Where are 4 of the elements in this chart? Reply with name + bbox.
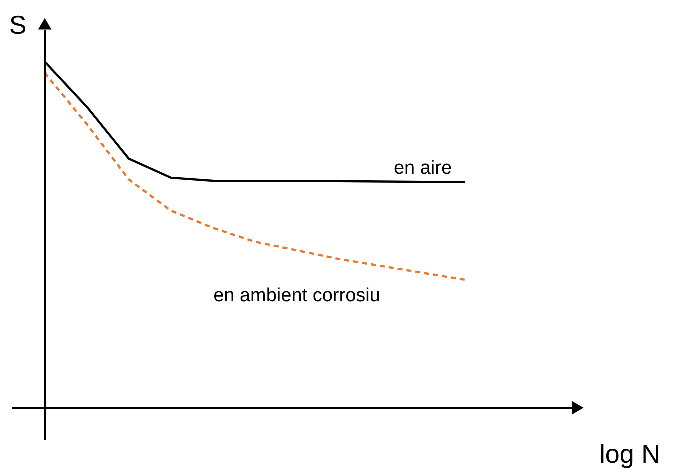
x-axis-title: log N xyxy=(600,439,660,469)
series-label: en aire xyxy=(394,158,452,180)
y-axis-title: S xyxy=(9,10,27,40)
series-label: en ambient corrosiu xyxy=(214,286,380,307)
